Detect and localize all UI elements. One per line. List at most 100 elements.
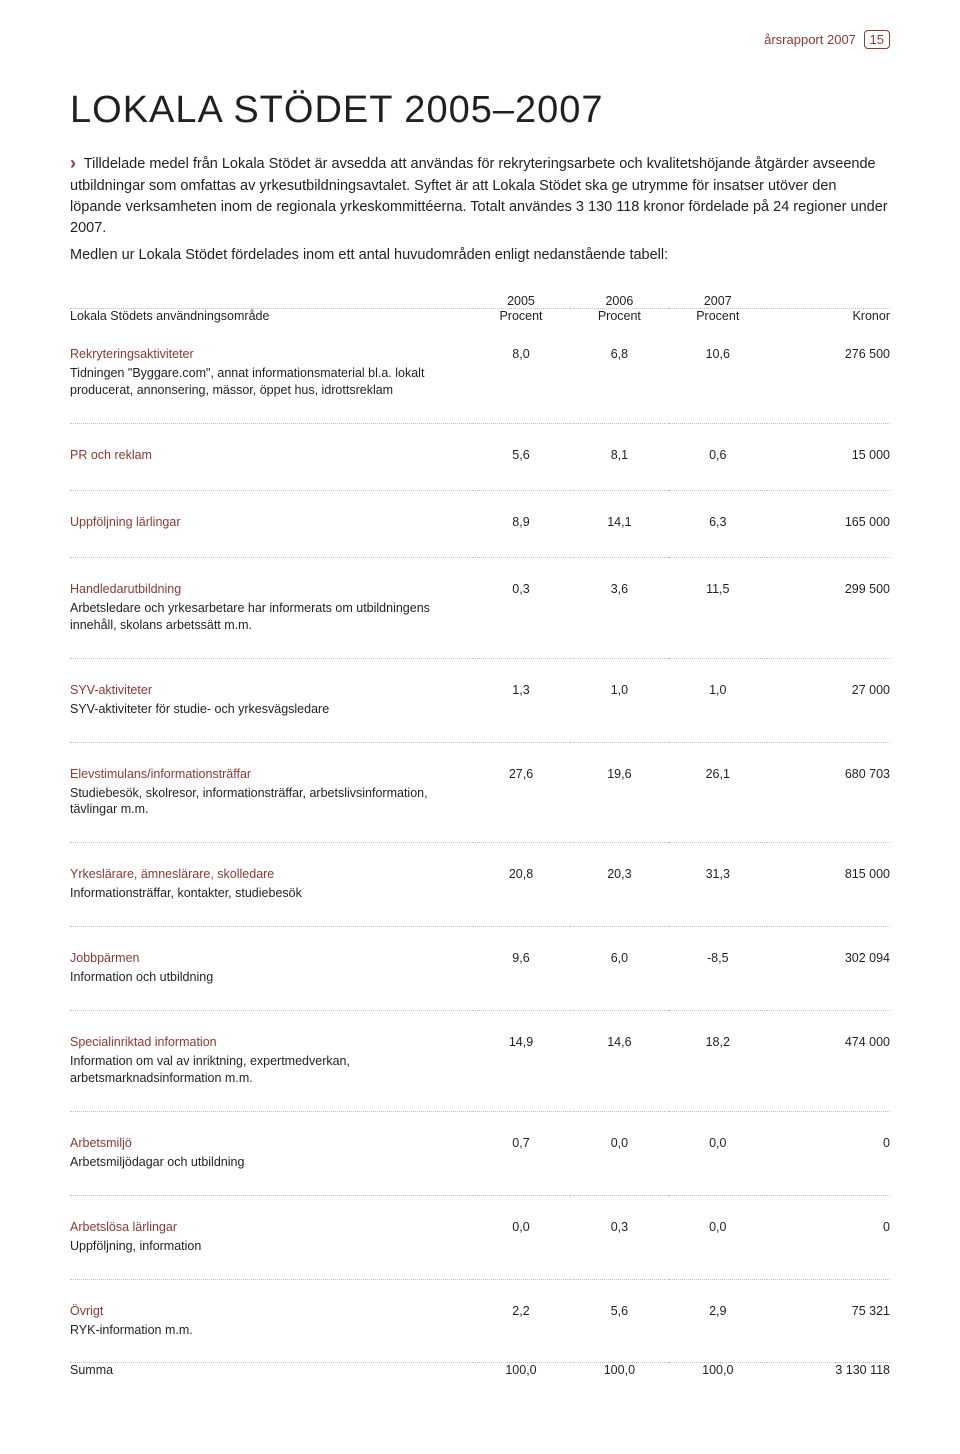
summa-v2: 100,0: [570, 1363, 668, 1378]
row-subtitle: Tidningen "Byggare.com", annat informati…: [70, 363, 472, 423]
cell-kronor: 0: [767, 1195, 890, 1236]
cell-value: 26,1: [669, 742, 767, 783]
cell-value: 0,0: [472, 1195, 570, 1236]
cell-value: 14,1: [570, 490, 668, 531]
cell-kronor: 276 500: [767, 323, 890, 363]
row-subtitle: Informationsträffar, kontakter, studiebe…: [70, 883, 472, 926]
col-kronor: Kronor: [767, 309, 890, 324]
col-procent-3: Procent: [669, 309, 767, 324]
cell-value: 14,9: [472, 1011, 570, 1052]
summa-v3: 100,0: [669, 1363, 767, 1378]
row-subtitle: SYV-aktiviteter för studie- och yrkesväg…: [70, 699, 472, 742]
cell-value: 8,9: [472, 490, 570, 531]
table-row: Arbetslösa lärlingar0,00,30,00Uppföljnin…: [70, 1195, 890, 1279]
page-title: LOKALA STÖDET 2005–2007: [70, 89, 890, 132]
summa-label: Summa: [70, 1363, 472, 1378]
row-subtitle: RYK-information m.m.: [70, 1320, 472, 1363]
cell-value: 0,0: [669, 1195, 767, 1236]
row-subtitle: Uppföljning, information: [70, 1236, 472, 1279]
cell-value: 14,6: [570, 1011, 668, 1052]
row-title: Handledarutbildning: [70, 582, 472, 596]
table-row: PR och reklam5,68,10,615 000: [70, 423, 890, 490]
cell-value: 1,3: [472, 658, 570, 699]
table-row: Handledarutbildning0,33,611,5299 500Arbe…: [70, 557, 890, 658]
row-title: Uppföljning lärlingar: [70, 515, 472, 529]
cell-value: 6,0: [570, 927, 668, 968]
cell-value: 5,6: [472, 423, 570, 464]
intro-text: Tilldelade medel från Lokala Stödet är a…: [70, 156, 888, 236]
row-title: SYV-aktiviteter: [70, 683, 472, 697]
table-row: Rekryteringsaktiviteter8,06,810,6276 500…: [70, 323, 890, 423]
year-2007: 2007: [669, 294, 767, 309]
cell-kronor: 474 000: [767, 1011, 890, 1052]
cell-value: 20,8: [472, 843, 570, 884]
cell-value: 0,7: [472, 1111, 570, 1152]
table-row: Övrigt2,25,62,975 321RYK-information m.m…: [70, 1279, 890, 1363]
cell-value: 9,6: [472, 927, 570, 968]
cell-value: 1,0: [669, 658, 767, 699]
data-table: 2005 2006 2007 Lokala Stödets användning…: [70, 294, 890, 1377]
intro-paragraph-2: Medlen ur Lokala Stödet fördelades inom …: [70, 245, 890, 266]
cell-value: 0,0: [570, 1111, 668, 1152]
year-2005: 2005: [472, 294, 570, 309]
intro-paragraph: › Tilldelade medel från Lokala Stödet är…: [70, 150, 890, 239]
cell-kronor: 27 000: [767, 658, 890, 699]
row-subtitle: [70, 464, 472, 491]
row-title: Arbetsmiljö: [70, 1136, 472, 1150]
cell-kronor: 302 094: [767, 927, 890, 968]
row-title: Yrkeslärare, ämneslärare, skolledare: [70, 867, 472, 881]
cell-kronor: 680 703: [767, 742, 890, 783]
table-row: Uppföljning lärlingar8,914,16,3165 000: [70, 490, 890, 557]
summa-row: Summa 100,0 100,0 100,0 3 130 118: [70, 1363, 890, 1378]
cell-kronor: 815 000: [767, 843, 890, 884]
chevron-icon: ›: [70, 153, 76, 173]
cell-value: 19,6: [570, 742, 668, 783]
table-year-row: 2005 2006 2007: [70, 294, 890, 309]
row-title: Elevstimulans/informationsträffar: [70, 767, 472, 781]
cell-value: 8,1: [570, 423, 668, 464]
cell-value: 0,3: [472, 557, 570, 598]
cell-value: 2,9: [669, 1279, 767, 1320]
cell-value: 31,3: [669, 843, 767, 884]
summa-kr: 3 130 118: [767, 1363, 890, 1378]
row-subtitle: Information och utbildning: [70, 967, 472, 1010]
row-title: Rekryteringsaktiviteter: [70, 347, 472, 361]
row-title: PR och reklam: [70, 448, 472, 462]
table-row: Elevstimulans/informationsträffar27,619,…: [70, 742, 890, 843]
row-subtitle: [70, 531, 472, 558]
row-title: Specialinriktad information: [70, 1035, 472, 1049]
row-title: Övrigt: [70, 1304, 472, 1318]
table-row: Yrkeslärare, ämneslärare, skolledare20,8…: [70, 843, 890, 927]
cell-value: 1,0: [570, 658, 668, 699]
table-row: Arbetsmiljö0,70,00,00Arbetsmiljödagar oc…: [70, 1111, 890, 1195]
col-procent-1: Procent: [472, 309, 570, 324]
cell-value: 20,3: [570, 843, 668, 884]
table-label-row: Lokala Stödets användningsområde Procent…: [70, 309, 890, 324]
cell-value: 10,6: [669, 323, 767, 363]
cell-value: 2,2: [472, 1279, 570, 1320]
col-procent-2: Procent: [570, 309, 668, 324]
cell-kronor: 75 321: [767, 1279, 890, 1320]
cell-value: 6,3: [669, 490, 767, 531]
row-subtitle: Arbetsmiljödagar och utbildning: [70, 1152, 472, 1195]
row-subtitle: Studiebesök, skolresor, informationsträf…: [70, 783, 472, 843]
cell-kronor: 165 000: [767, 490, 890, 531]
row-subtitle: Information om val av inriktning, expert…: [70, 1051, 472, 1111]
cell-value: 0,3: [570, 1195, 668, 1236]
cell-value: 27,6: [472, 742, 570, 783]
cell-kronor: 0: [767, 1111, 890, 1152]
year-2006: 2006: [570, 294, 668, 309]
cell-kronor: 299 500: [767, 557, 890, 598]
running-header: årsrapport 2007 15: [70, 30, 890, 49]
header-left: Lokala Stödets användningsområde: [70, 309, 472, 324]
table-row: Specialinriktad information14,914,618,24…: [70, 1011, 890, 1112]
cell-value: 0,6: [669, 423, 767, 464]
cell-value: 3,6: [570, 557, 668, 598]
cell-kronor: 15 000: [767, 423, 890, 464]
page-number: 15: [864, 30, 890, 49]
cell-value: 0,0: [669, 1111, 767, 1152]
summa-v1: 100,0: [472, 1363, 570, 1378]
cell-value: 8,0: [472, 323, 570, 363]
row-title: Jobbpärmen: [70, 951, 472, 965]
running-header-text: årsrapport 2007: [764, 32, 856, 47]
